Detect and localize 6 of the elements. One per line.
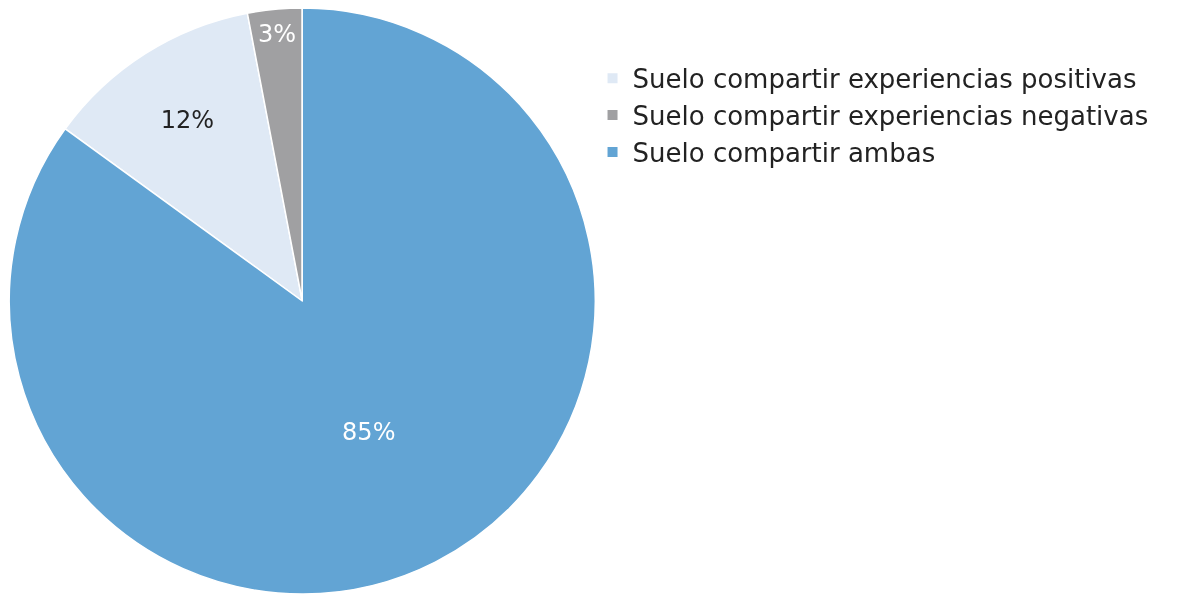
legend-label: Suelo compartir ambas xyxy=(632,138,936,169)
data-label: 12% xyxy=(160,106,215,135)
data-label: 85% xyxy=(342,417,396,446)
legend-label: Suelo compartir experiencias positivas xyxy=(632,64,1137,95)
data-label: 3% xyxy=(258,20,297,49)
legend-label: Suelo compartir experiencias negativas xyxy=(632,101,1149,132)
